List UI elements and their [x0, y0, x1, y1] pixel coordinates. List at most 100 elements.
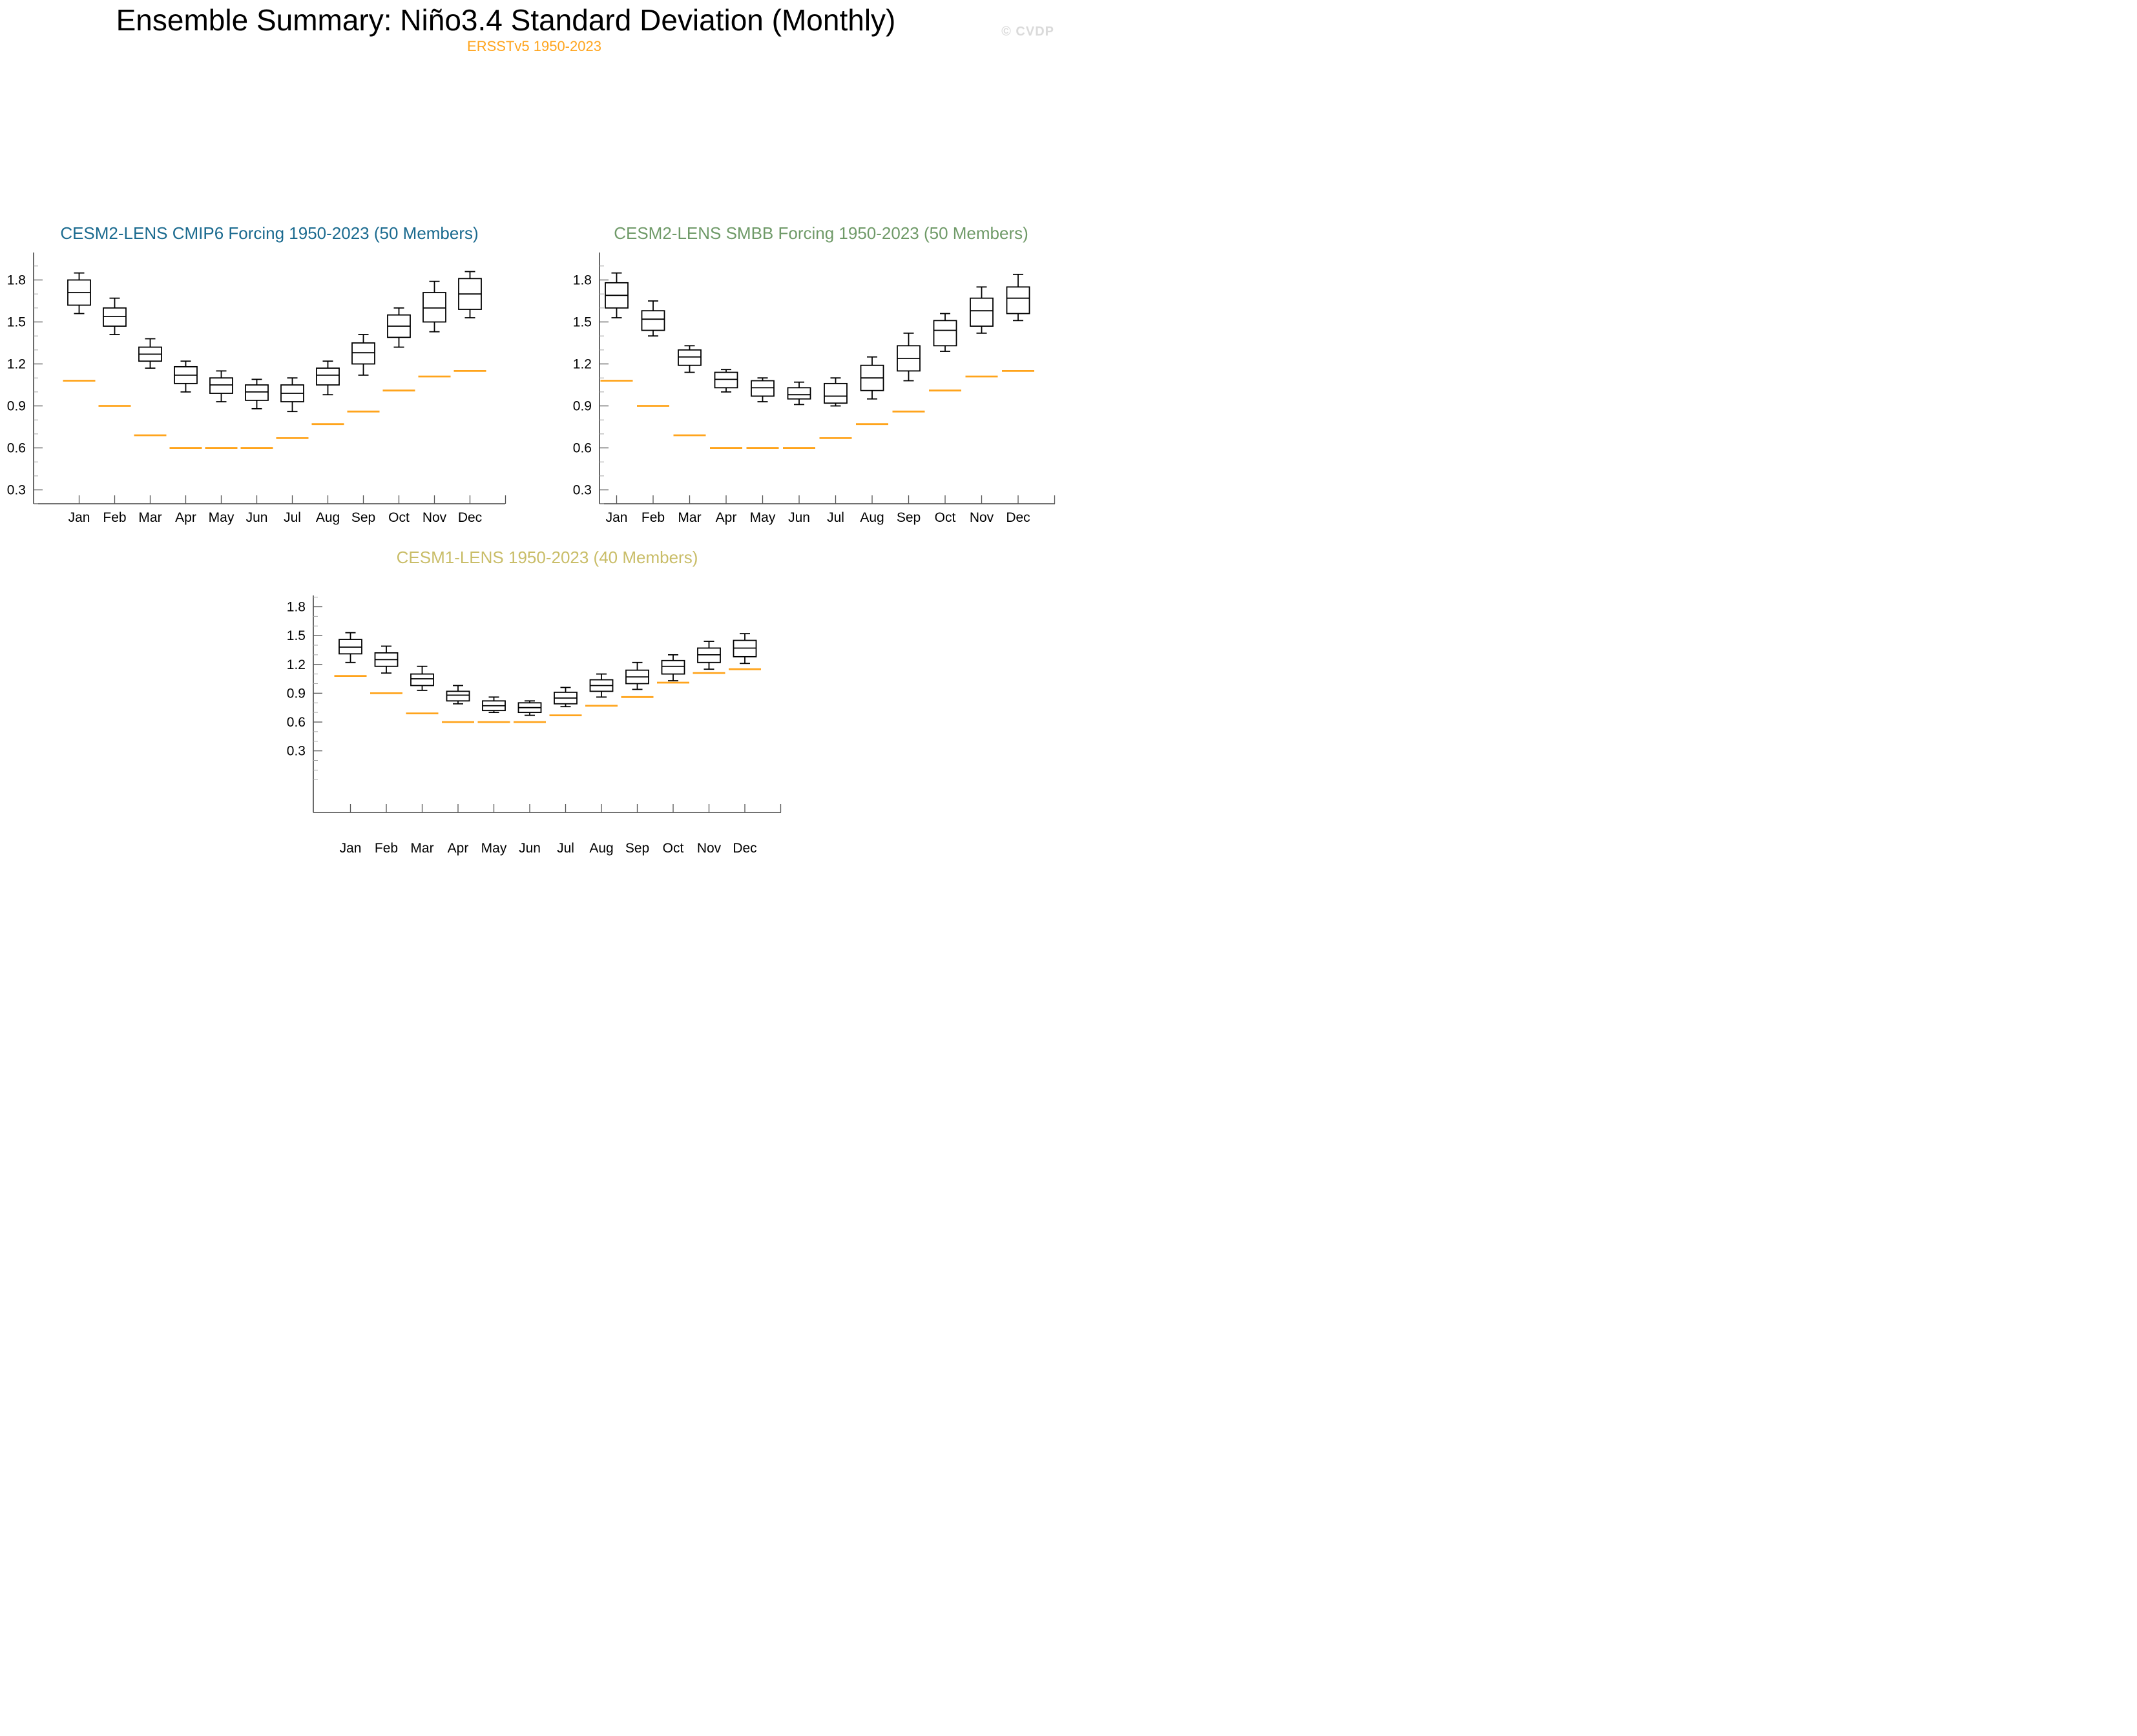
month-label-nov: Nov: [422, 510, 447, 525]
boxplot-nov: [422, 280, 446, 333]
month-label-oct: Oct: [935, 510, 956, 525]
month-label-jun: Jun: [246, 510, 268, 525]
panel-title-cesm1-lens: CESM1-LENS 1950-2023 (40 Members): [396, 548, 698, 567]
boxplot-dec: [733, 633, 757, 665]
boxplot-jan: [67, 272, 91, 315]
month-label-apr: Apr: [175, 510, 196, 525]
month-label-oct: Oct: [663, 841, 684, 856]
y-tick-label-1.2: 1.2: [573, 357, 592, 372]
iqr-box: [641, 310, 665, 331]
boxplot-aug: [316, 360, 340, 396]
iqr-box: [1006, 286, 1030, 315]
month-label-apr: Apr: [448, 841, 469, 856]
boxplot-mar: [410, 665, 434, 691]
boxplot-jul: [554, 687, 578, 708]
boxplot-nov: [697, 641, 721, 670]
boxplot-may: [482, 696, 506, 714]
y-tick-label-0.6: 0.6: [7, 441, 26, 456]
month-label-may: May: [481, 841, 507, 856]
month-label-jan: Jan: [606, 510, 628, 525]
page-subtitle: ERSSTv5 1950-2023: [467, 38, 601, 54]
month-label-sep: Sep: [625, 841, 649, 856]
month-label-dec: Dec: [458, 510, 482, 525]
boxplot-mar: [138, 338, 162, 369]
month-label-feb: Feb: [103, 510, 126, 525]
month-label-aug: Aug: [589, 841, 613, 856]
boxplot-may: [751, 377, 775, 402]
month-label-mar: Mar: [410, 841, 433, 856]
iqr-box: [751, 380, 775, 397]
boxplot-oct: [661, 654, 685, 681]
iqr-box: [661, 659, 685, 675]
boxplot-oct: [933, 313, 957, 352]
boxplot-nov: [970, 286, 994, 334]
boxplot-feb: [641, 300, 665, 337]
month-label-nov: Nov: [970, 510, 994, 525]
iqr-box: [245, 384, 269, 401]
month-label-jun: Jun: [788, 510, 810, 525]
y-tick-label-0.9: 0.9: [7, 399, 26, 414]
boxplot-mar: [678, 345, 702, 373]
y-tick-label-0.6: 0.6: [573, 441, 592, 456]
panel-cesm2_lens_smbb: 0.3 0.6 0.9 1.2 1.5 1.8 Jan Feb Mar Apr May Jun Jul A…: [573, 253, 1056, 525]
month-label-sep: Sep: [897, 510, 921, 525]
iqr-box: [422, 292, 446, 323]
boxplot-dec: [458, 271, 482, 318]
panel-title-cesm2-smbb: CESM2-LENS SMBB Forcing 1950-2023 (50 Me…: [614, 223, 1028, 243]
boxplot-jul: [280, 377, 304, 413]
iqr-box: [933, 320, 957, 347]
iqr-box: [446, 690, 470, 702]
boxplot-jul: [824, 377, 848, 407]
boxplot-aug: [589, 673, 614, 698]
month-label-jan: Jan: [68, 510, 90, 525]
y-tick-label-0.3: 0.3: [573, 483, 592, 498]
y-tick-label-1.8: 1.8: [287, 600, 306, 615]
iqr-box: [316, 367, 340, 386]
iqr-box: [103, 307, 127, 327]
panel-cesm2_lens_cmip6: 0.3 0.6 0.9 1.2 1.5 1.8 Jan Feb Mar Apr May Jun Jul A…: [7, 253, 506, 525]
month-label-mar: Mar: [138, 510, 162, 525]
month-label-aug: Aug: [860, 510, 884, 525]
panel-title-cesm2-cmip6: CESM2-LENS CMIP6 Forcing 1950-2023 (50 M…: [60, 223, 479, 243]
y-tick-label-1.8: 1.8: [7, 273, 26, 288]
boxplot-feb: [374, 645, 399, 674]
y-tick-label-1.5: 1.5: [573, 315, 592, 330]
iqr-box: [824, 382, 848, 404]
boxplot-apr: [714, 369, 738, 393]
y-tick-label-1.2: 1.2: [7, 357, 26, 372]
month-label-feb: Feb: [375, 841, 398, 856]
y-tick-label-0.9: 0.9: [573, 399, 592, 414]
boxplot-jan: [605, 272, 629, 318]
page-title: Ensemble Summary: Niño3.4 Standard Devia…: [116, 3, 896, 37]
iqr-box: [410, 673, 434, 687]
cvdp-watermark: © CVDP: [1001, 25, 1054, 39]
boxplot-sep: [625, 661, 649, 690]
iqr-box: [787, 387, 811, 400]
y-tick-label-1.2: 1.2: [287, 657, 306, 672]
month-label-aug: Aug: [316, 510, 340, 525]
boxplot-jun: [245, 378, 269, 409]
month-label-mar: Mar: [678, 510, 701, 525]
month-label-may: May: [209, 510, 235, 525]
boxplot-sep: [351, 334, 375, 376]
boxplot-apr: [446, 685, 470, 705]
boxplot-jun: [517, 700, 542, 716]
month-label-jul: Jul: [284, 510, 301, 525]
y-tick-label-0.6: 0.6: [287, 715, 306, 730]
iqr-box: [714, 371, 738, 389]
boxplot-sep: [897, 332, 921, 382]
boxplot-aug: [860, 356, 884, 400]
boxplot-may: [209, 370, 233, 402]
month-label-feb: Feb: [641, 510, 665, 525]
month-label-sep: Sep: [351, 510, 375, 525]
iqr-box: [351, 342, 375, 365]
y-tick-label-0.9: 0.9: [287, 686, 306, 701]
month-label-dec: Dec: [733, 841, 756, 856]
month-label-oct: Oct: [388, 510, 410, 525]
y-tick-label-1.8: 1.8: [573, 273, 592, 288]
cvdp-ensemble-summary-page: Ensemble Summary: Niño3.4 Standard Devia…: [0, 0, 1068, 868]
month-label-may: May: [750, 510, 776, 525]
month-label-dec: Dec: [1006, 510, 1030, 525]
month-label-jan: Jan: [340, 841, 362, 856]
y-tick-label-0.3: 0.3: [287, 744, 306, 759]
